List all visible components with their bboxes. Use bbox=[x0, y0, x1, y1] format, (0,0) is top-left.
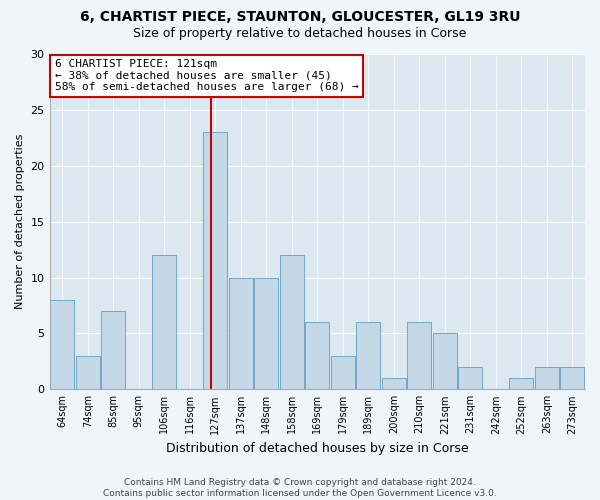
Bar bbox=[229, 278, 253, 390]
Bar bbox=[203, 132, 227, 390]
Bar bbox=[50, 300, 74, 390]
Bar bbox=[101, 311, 125, 390]
Bar bbox=[254, 278, 278, 390]
Bar bbox=[76, 356, 100, 390]
Bar bbox=[356, 322, 380, 390]
Text: Contains HM Land Registry data © Crown copyright and database right 2024.
Contai: Contains HM Land Registry data © Crown c… bbox=[103, 478, 497, 498]
Bar bbox=[509, 378, 533, 390]
Bar bbox=[458, 367, 482, 390]
Y-axis label: Number of detached properties: Number of detached properties bbox=[15, 134, 25, 310]
Bar bbox=[305, 322, 329, 390]
Bar bbox=[331, 356, 355, 390]
Bar bbox=[152, 255, 176, 390]
X-axis label: Distribution of detached houses by size in Corse: Distribution of detached houses by size … bbox=[166, 442, 469, 455]
Bar bbox=[407, 322, 431, 390]
Bar bbox=[280, 255, 304, 390]
Bar bbox=[382, 378, 406, 390]
Bar bbox=[560, 367, 584, 390]
Text: Size of property relative to detached houses in Corse: Size of property relative to detached ho… bbox=[133, 28, 467, 40]
Bar bbox=[535, 367, 559, 390]
Text: 6, CHARTIST PIECE, STAUNTON, GLOUCESTER, GL19 3RU: 6, CHARTIST PIECE, STAUNTON, GLOUCESTER,… bbox=[80, 10, 520, 24]
Text: 6 CHARTIST PIECE: 121sqm
← 38% of detached houses are smaller (45)
58% of semi-d: 6 CHARTIST PIECE: 121sqm ← 38% of detach… bbox=[55, 59, 359, 92]
Bar bbox=[433, 334, 457, 390]
